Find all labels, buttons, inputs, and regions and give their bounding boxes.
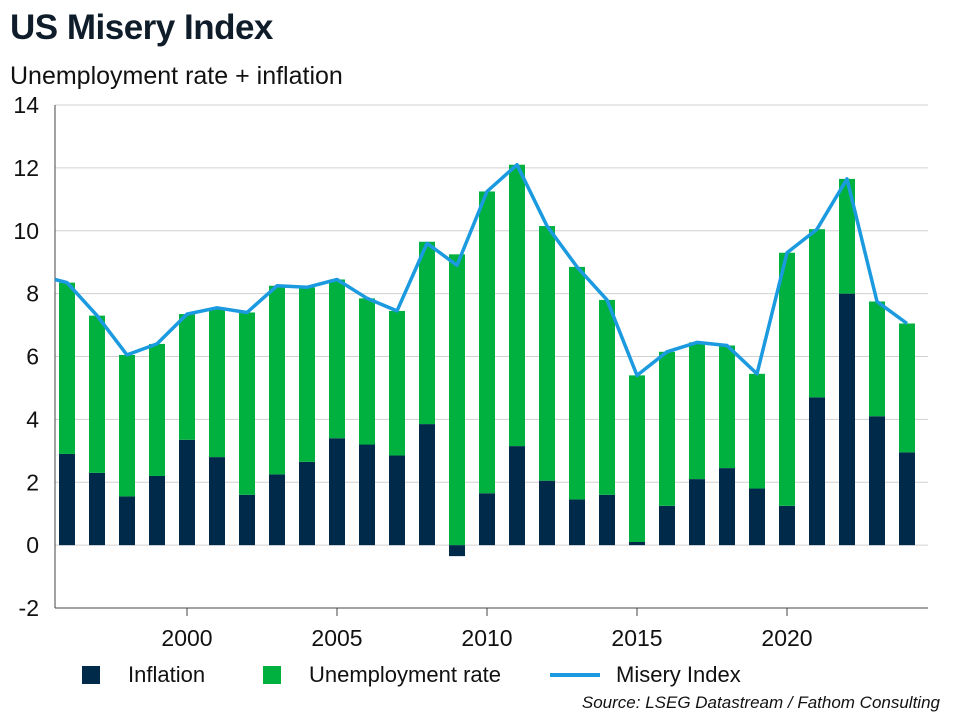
bar-inflation-2001 — [209, 457, 225, 546]
y-tick-label-10: 10 — [13, 218, 39, 244]
bar-unemployment-2023 — [869, 301, 885, 417]
bar-inflation-2006 — [359, 444, 375, 546]
bar-inflation-2022 — [839, 293, 855, 546]
bar-unemployment-1999 — [149, 343, 165, 476]
bar-inflation-2002 — [239, 494, 255, 546]
bar-unemployment-2001 — [209, 309, 225, 458]
bar-unemployment-2013 — [569, 266, 585, 500]
bar-unemployment-2005 — [329, 279, 345, 439]
bar-unemployment-2019 — [749, 373, 765, 489]
bar-unemployment-2004 — [299, 287, 315, 462]
bar-unemployment-2002 — [239, 312, 255, 495]
bar-inflation-2003 — [269, 474, 285, 546]
bar-unemployment-2016 — [659, 351, 675, 506]
bar-unemployment-1996 — [59, 282, 75, 454]
legend-label-inflation: Inflation — [128, 662, 206, 687]
legend-swatch-misery — [550, 673, 600, 677]
y-tick-label-8: 8 — [26, 281, 39, 307]
bar-inflation-2000 — [179, 439, 195, 546]
bar-inflation-2009 — [449, 545, 465, 557]
x-tick-label-2015: 2015 — [611, 625, 662, 651]
bar-unemployment-2017 — [689, 342, 705, 480]
bar-inflation-2015 — [629, 541, 645, 546]
bar-inflation-2012 — [539, 480, 555, 546]
bar-inflation-2023 — [869, 416, 885, 546]
bar-inflation-2013 — [569, 499, 585, 546]
bar-inflation-1996 — [59, 453, 75, 546]
bar-inflation-2016 — [659, 505, 675, 546]
bar-unemployment-2020 — [779, 252, 795, 506]
bar-inflation-1997 — [89, 472, 105, 546]
legend-item-unemployment: Unemployment rate — [263, 658, 501, 692]
bar-inflation-2008 — [419, 424, 435, 546]
chart-subtitle: Unemployment rate + inflation — [10, 62, 343, 90]
bar-inflation-2004 — [299, 461, 315, 546]
bar-inflation-2010 — [479, 493, 495, 546]
chart-title: US Misery Index — [10, 8, 273, 47]
bar-inflation-2024 — [899, 452, 915, 546]
bar-unemployment-2000 — [179, 314, 195, 440]
bar-unemployment-2008 — [419, 241, 435, 425]
y-tick-label--2: -2 — [19, 595, 39, 621]
x-tick-label-2000: 2000 — [161, 625, 212, 651]
y-tick-label-0: 0 — [26, 532, 39, 558]
bar-unemployment-2006 — [359, 298, 375, 445]
x-tick-label-2020: 2020 — [761, 625, 812, 651]
y-tick-label-12: 12 — [13, 155, 39, 181]
x-tick-label-2005: 2005 — [311, 625, 362, 651]
bar-inflation-2011 — [509, 446, 525, 546]
legend: Inflation Unemployment rate Misery Index — [0, 658, 960, 692]
bar-inflation-2020 — [779, 505, 795, 546]
bar-inflation-1998 — [119, 496, 135, 546]
bar-unemployment-2018 — [719, 345, 735, 469]
bar-unemployment-2009 — [449, 254, 465, 546]
bar-inflation-2014 — [599, 494, 615, 546]
bar-inflation-2017 — [689, 479, 705, 546]
legend-label-unemployment: Unemployment rate — [309, 662, 501, 687]
bar-unemployment-2007 — [389, 310, 405, 456]
misery-index-line — [54, 162, 909, 378]
bar-unemployment-2022 — [839, 178, 855, 294]
bar-inflation-2021 — [809, 397, 825, 546]
bar-inflation-2007 — [389, 455, 405, 546]
legend-item-inflation: Inflation — [82, 658, 205, 692]
y-tick-label-14: 14 — [13, 92, 39, 118]
bar-inflation-2005 — [329, 438, 345, 546]
bar-inflation-2018 — [719, 468, 735, 546]
bar-inflation-2019 — [749, 488, 765, 546]
legend-swatch-unemployment — [263, 666, 281, 684]
y-tick-label-4: 4 — [26, 406, 39, 432]
bar-unemployment-2014 — [599, 299, 615, 495]
source-note: Source: LSEG Datastream / Fathom Consult… — [581, 693, 940, 712]
bar-unemployment-1997 — [89, 315, 105, 473]
bar-inflation-1999 — [149, 475, 165, 546]
legend-label-misery: Misery Index — [616, 662, 741, 687]
bar-unemployment-1998 — [119, 354, 135, 497]
bar-unemployment-2010 — [479, 191, 495, 494]
legend-swatch-inflation — [82, 666, 100, 684]
bar-unemployment-2003 — [269, 285, 285, 475]
x-tick-label-2010: 2010 — [461, 625, 512, 651]
bar-unemployment-2024 — [899, 323, 915, 453]
bar-unemployment-2015 — [629, 375, 645, 542]
legend-item-misery: Misery Index — [550, 658, 741, 692]
y-tick-label-6: 6 — [26, 344, 39, 370]
bar-unemployment-2011 — [509, 164, 525, 447]
bar-unemployment-2012 — [539, 226, 555, 481]
bar-unemployment-2021 — [809, 229, 825, 398]
y-tick-label-2: 2 — [26, 469, 39, 495]
